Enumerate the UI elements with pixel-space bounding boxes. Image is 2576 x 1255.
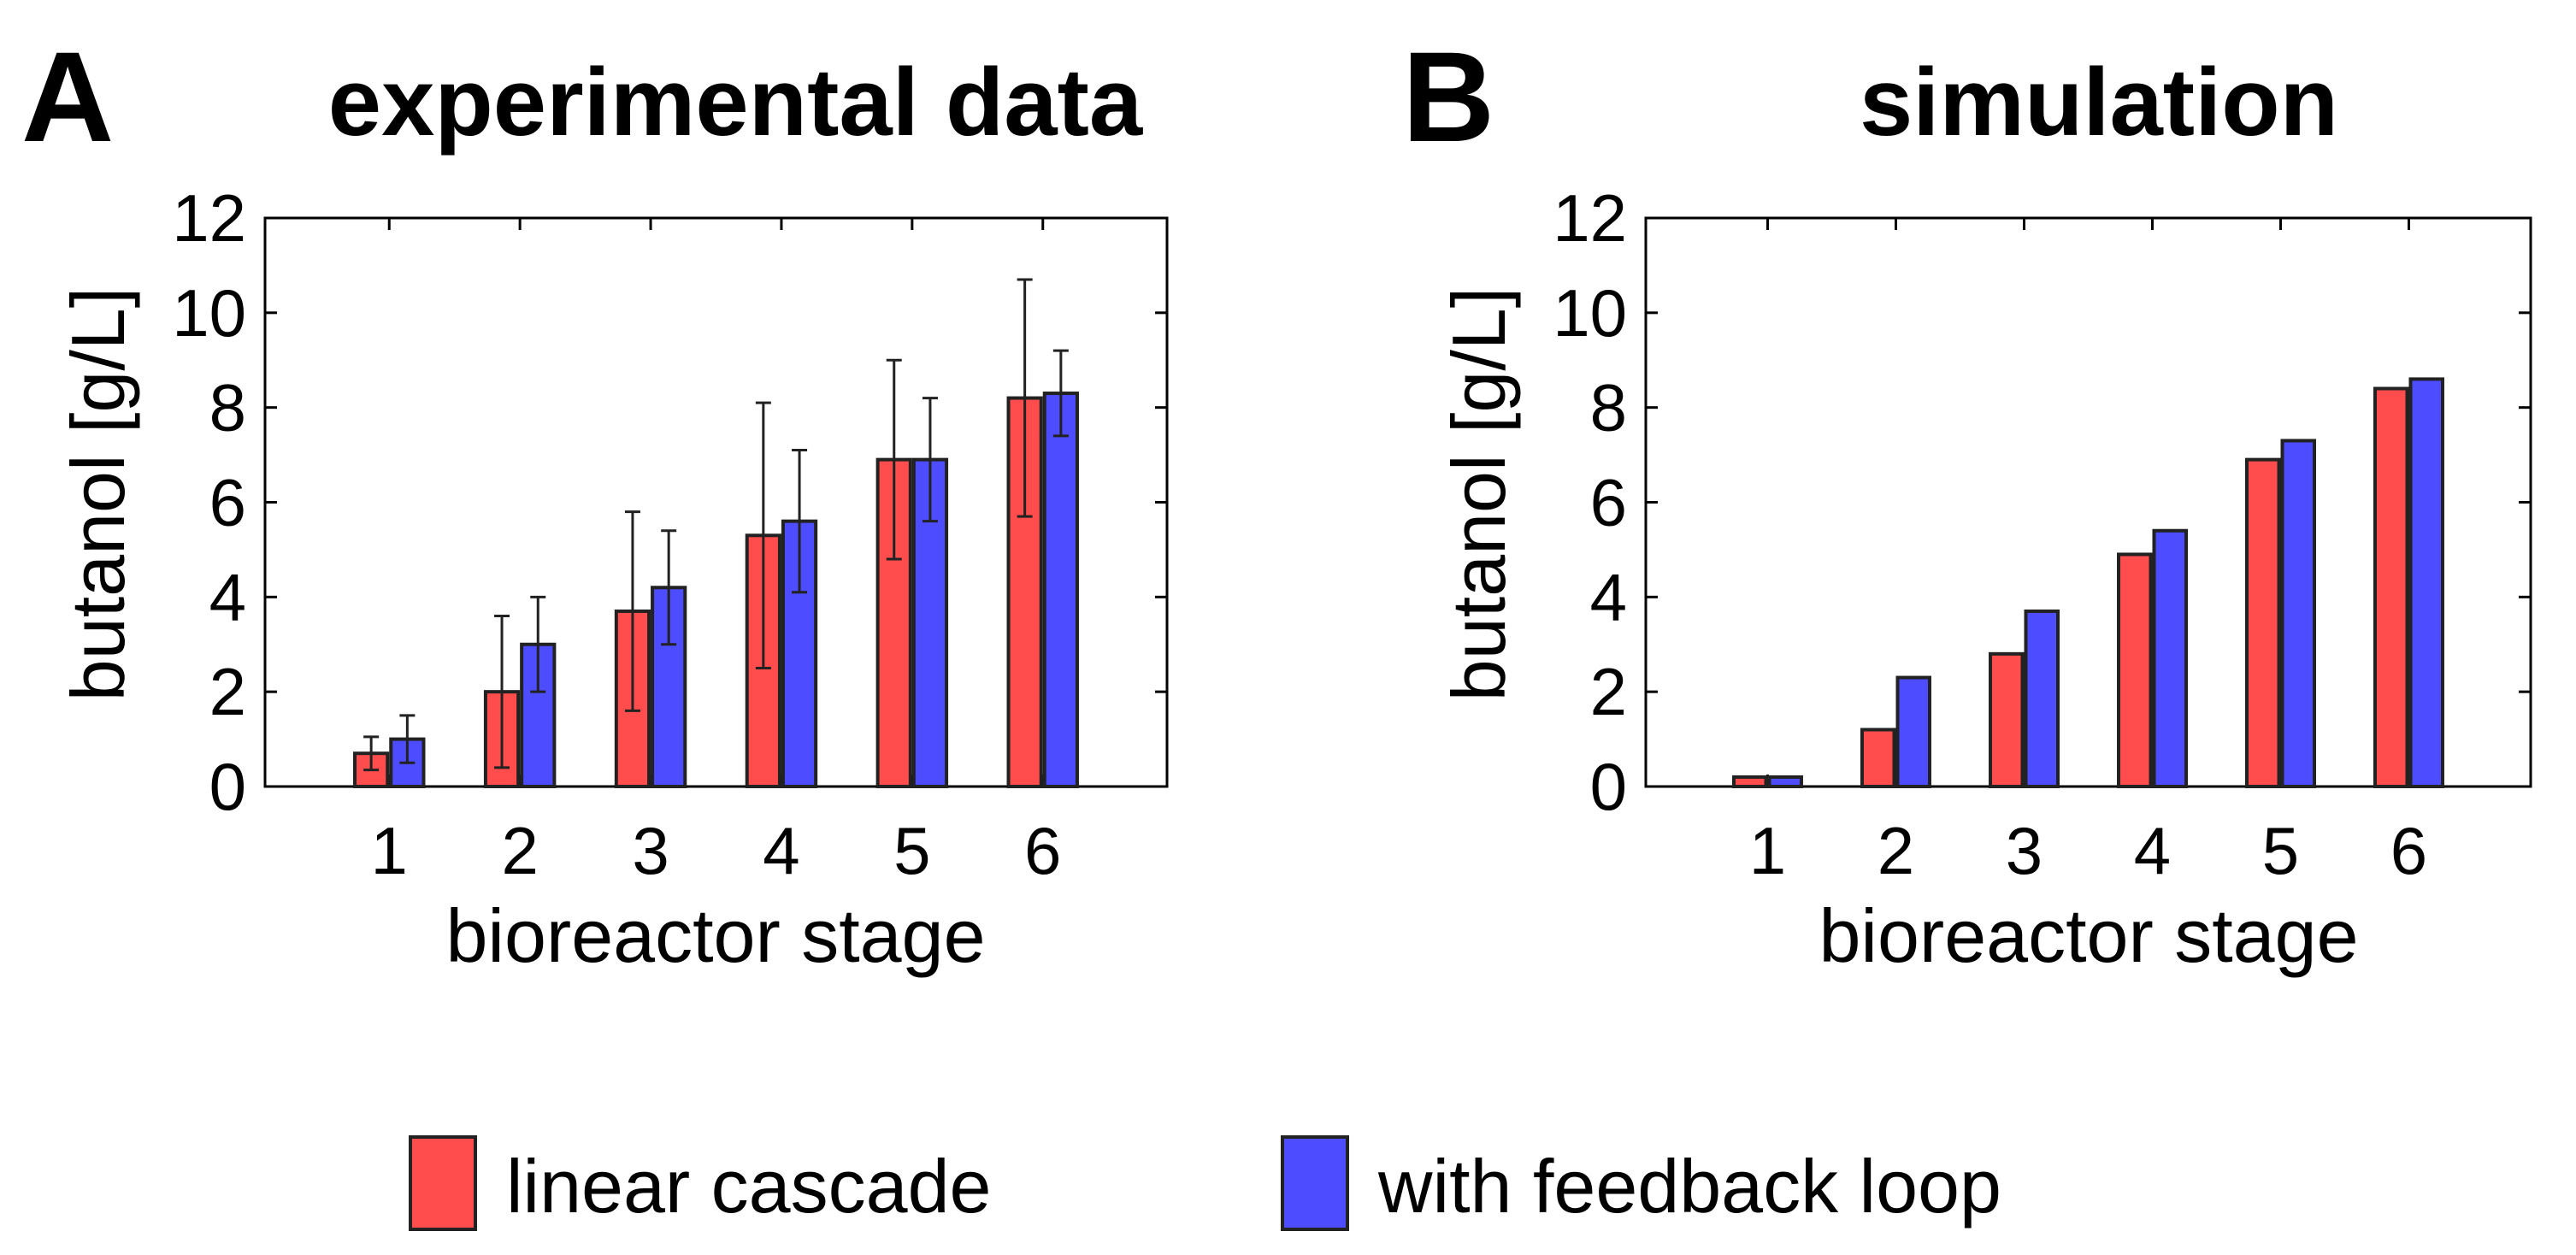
y-tick-label: 12 — [1553, 180, 1627, 256]
y-tick-label: 10 — [1553, 275, 1627, 351]
bar-linear-stage-6 — [1006, 396, 1043, 788]
y-tick-label: 0 — [1590, 749, 1627, 824]
legend-label-feedback: with feedback loop — [1377, 1144, 2001, 1228]
x-tick-label: 1 — [1749, 813, 1786, 888]
bar-linear-stage-2 — [1860, 728, 1896, 788]
error-bar-linear-stage-3 — [624, 510, 640, 712]
y-tick-label: 8 — [209, 370, 246, 445]
x-tick-label: 5 — [2262, 813, 2299, 888]
bar-feedback-stage-4 — [2152, 528, 2188, 788]
bar-feedback-stage-6 — [2408, 377, 2444, 788]
panel-b-title: simulation — [1860, 49, 2338, 156]
panel-a: A experimental data butanol [g/L] biorea… — [21, 25, 1169, 978]
panel-b: B simulation butanol [g/L] bioreactor st… — [1402, 25, 2532, 978]
panel-a-xlabel: bioreactor stage — [445, 893, 985, 978]
panel-a-ylabel: butanol [g/L] — [56, 287, 140, 701]
y-tick-label: 4 — [209, 559, 246, 634]
panel-a-title: experimental data — [328, 49, 1143, 156]
error-bar-feedback-stage-6 — [1052, 349, 1069, 438]
bar-linear-stage-1 — [1732, 775, 1768, 789]
y-tick-label: 12 — [172, 180, 246, 256]
bar-feedback-stage-6 — [1042, 392, 1079, 788]
bar-linear-stage-4 — [2117, 552, 2153, 788]
error-bar-linear-stage-4 — [755, 401, 771, 669]
y-tick-label: 6 — [209, 465, 246, 540]
error-bar-feedback-stage-4 — [792, 449, 808, 594]
bar-linear-stage-3 — [1989, 651, 2025, 788]
error-bar-linear-stage-2 — [494, 615, 510, 769]
legend-swatch-feedback — [1281, 1135, 1349, 1231]
x-tick-label: 6 — [1024, 813, 1061, 888]
y-tick-label: 8 — [1590, 370, 1627, 445]
error-bar-linear-stage-6 — [1017, 278, 1033, 518]
x-tick-label: 4 — [2134, 813, 2171, 888]
bar-feedback-stage-3 — [2024, 609, 2060, 788]
y-tick-label: 6 — [1590, 465, 1627, 540]
y-tick-label: 4 — [1590, 559, 1627, 634]
error-bar-feedback-stage-1 — [399, 714, 416, 764]
legend-swatch-linear — [409, 1135, 477, 1231]
error-bar-feedback-stage-5 — [922, 397, 938, 523]
bar-feedback-stage-2 — [1895, 675, 1931, 789]
x-tick-label: 4 — [763, 813, 799, 888]
x-tick-label: 3 — [632, 813, 669, 888]
panel-b-ylabel: butanol [g/L] — [1436, 287, 1521, 701]
panel-letter-b: B — [1402, 25, 1494, 168]
bar-feedback-stage-5 — [2280, 439, 2316, 788]
bar-linear-stage-5 — [2245, 457, 2281, 788]
y-tick-label: 10 — [172, 275, 246, 351]
legend: linear cascade with feedback loop — [409, 1135, 2001, 1231]
error-bar-linear-stage-1 — [363, 735, 380, 772]
y-tick-label: 2 — [209, 654, 246, 729]
x-tick-label: 6 — [2390, 813, 2427, 888]
error-bar-feedback-stage-2 — [530, 595, 546, 693]
x-tick-label: 3 — [2006, 813, 2043, 888]
legend-label-linear: linear cascade — [506, 1144, 991, 1228]
bar-feedback-stage-1 — [1767, 775, 1803, 789]
x-tick-label: 2 — [501, 813, 538, 888]
bar-linear-stage-6 — [2373, 386, 2409, 788]
y-tick-label: 0 — [209, 749, 246, 824]
panel-b-xlabel: bioreactor stage — [1819, 893, 2358, 978]
error-bar-feedback-stage-3 — [661, 529, 677, 646]
y-tick-label: 2 — [1590, 654, 1627, 729]
x-tick-label: 5 — [893, 813, 930, 888]
x-tick-label: 2 — [1877, 813, 1914, 888]
error-bar-linear-stage-5 — [886, 358, 902, 561]
panel-letter-a: A — [21, 25, 114, 168]
x-tick-label: 1 — [371, 813, 408, 888]
